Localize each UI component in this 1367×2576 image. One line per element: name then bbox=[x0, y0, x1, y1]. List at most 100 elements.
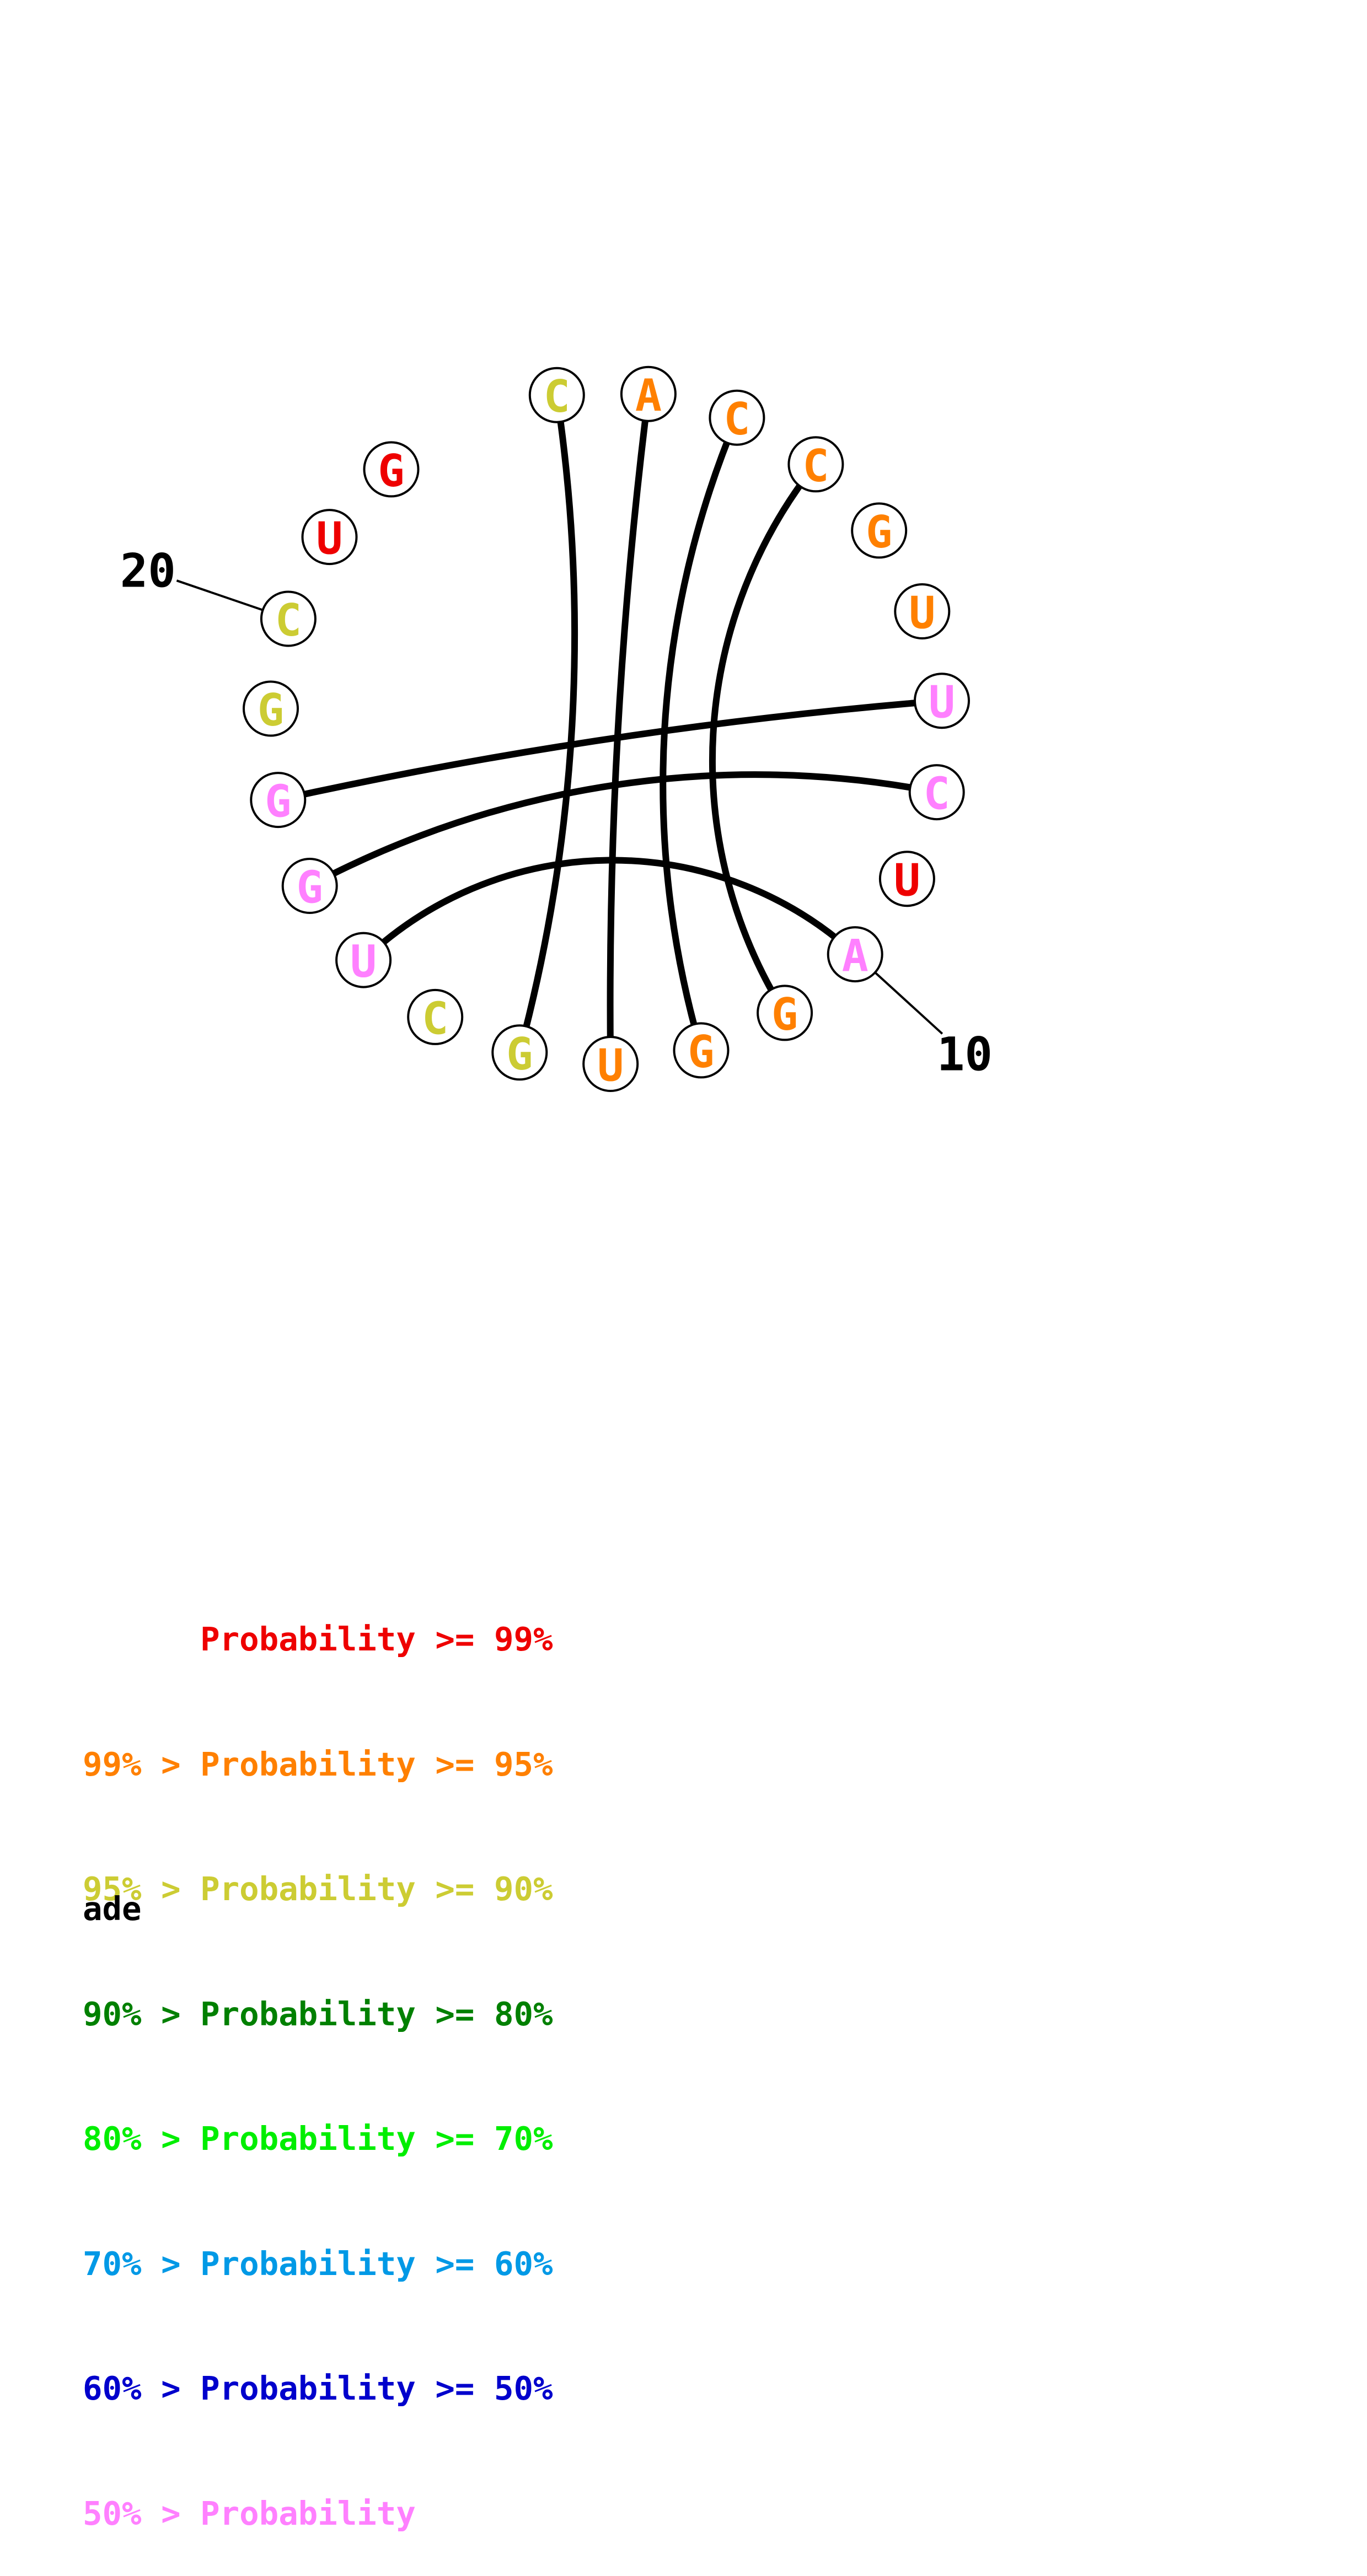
nucleotide: C bbox=[709, 389, 765, 446]
base-pair-arc bbox=[607, 393, 652, 1064]
nucleotide-circle bbox=[908, 764, 965, 821]
legend-prefix: 90% > bbox=[83, 1994, 201, 2033]
position-leader-line bbox=[874, 971, 944, 1035]
base-pair-arc bbox=[709, 462, 819, 1015]
nucleotide-base: G bbox=[265, 776, 291, 827]
nucleotide: U bbox=[301, 509, 358, 566]
nucleotide-circle bbox=[250, 772, 307, 829]
sequence-name: ade bbox=[83, 1890, 142, 1928]
nucleotide: A bbox=[620, 365, 677, 422]
position-leader-line bbox=[176, 579, 264, 611]
nucleotide-circle bbox=[827, 926, 883, 983]
base-pair-arc bbox=[660, 416, 740, 1052]
legend-row: 80% > Probability >= 70% bbox=[83, 2118, 553, 2160]
nucleotide-base: G bbox=[378, 445, 404, 497]
nucleotide: C bbox=[260, 590, 317, 647]
nucleotide-circle bbox=[363, 441, 420, 498]
nucleotide: C bbox=[407, 988, 464, 1045]
legend-label: Probability bbox=[200, 1745, 416, 1783]
nucleotide-base: G bbox=[506, 1029, 533, 1080]
probability-legend: Probability >= 99% 99% > Probability >= … bbox=[83, 1535, 553, 2576]
legend-label: Probability bbox=[200, 2120, 416, 2158]
nucleotide-circle bbox=[673, 1022, 730, 1079]
nucleotide: U bbox=[914, 673, 970, 729]
nucleotide-base: C bbox=[422, 993, 448, 1044]
nucleotide: G bbox=[757, 985, 813, 1041]
legend-suffix: >= 90% bbox=[415, 1870, 553, 1908]
nucleotide-circle bbox=[335, 932, 392, 988]
nucleotide-base: U bbox=[350, 936, 377, 987]
legend-suffix: >= 99% bbox=[415, 1620, 553, 1658]
nucleotide-base: C bbox=[802, 440, 829, 492]
legend-prefix bbox=[83, 1620, 200, 1658]
legend-prefix: 80% > bbox=[83, 2120, 201, 2158]
nucleotide-circle bbox=[260, 590, 317, 647]
legend-suffix: >= 80% bbox=[415, 1994, 553, 2033]
nucleotide: G bbox=[243, 680, 299, 737]
legend-prefix: 70% > bbox=[83, 2244, 201, 2283]
nucleotide-circle bbox=[709, 389, 765, 446]
nucleotide-base: U bbox=[894, 855, 920, 906]
legend-prefix: 95% > bbox=[83, 1870, 201, 1908]
nucleotide-circle bbox=[491, 1024, 548, 1081]
nucleotide-base: C bbox=[924, 768, 950, 820]
nucleotide: U bbox=[878, 851, 935, 907]
legend-row: Probability >= 99% bbox=[83, 1618, 553, 1660]
legend-row: 60% > Probability >= 50% bbox=[83, 2368, 553, 2410]
nucleotide: A bbox=[827, 926, 883, 983]
nucleotide-circle bbox=[281, 858, 338, 914]
legend-row: 99% > Probability >= 95% bbox=[83, 1744, 553, 1786]
nucleotide: G bbox=[491, 1024, 548, 1081]
position-label: 10 bbox=[937, 1027, 993, 1081]
nucleotide: G bbox=[673, 1022, 730, 1079]
nucleotide-circle bbox=[407, 988, 464, 1045]
base-pair-arcs bbox=[277, 393, 942, 1064]
nucleotide: C bbox=[787, 436, 844, 493]
legend-suffix: >= 60% bbox=[415, 2244, 553, 2283]
nucleotide-base: G bbox=[771, 989, 798, 1040]
nucleotide: U bbox=[582, 1036, 639, 1092]
nucleotide-base: C bbox=[723, 394, 750, 445]
nucleotide: G bbox=[281, 858, 338, 914]
nucleotide-circle bbox=[301, 509, 358, 566]
legend-label: Probability bbox=[200, 2494, 416, 2532]
nucleotide-base: A bbox=[635, 370, 662, 421]
nucleotide-base: U bbox=[316, 513, 342, 564]
legend-prefix: 60% > bbox=[83, 2369, 201, 2407]
nucleotide-base: U bbox=[909, 588, 935, 639]
legend-label: Probability bbox=[200, 1994, 416, 2033]
nucleotide: G bbox=[851, 502, 908, 559]
legend-suffix: >= 70% bbox=[415, 2120, 553, 2158]
legend-suffix: >= 95% bbox=[415, 1745, 553, 1783]
base-pair-arc bbox=[361, 857, 857, 962]
base-pair-arc bbox=[277, 697, 942, 803]
nucleotide-base: G bbox=[297, 862, 323, 913]
nucleotide-circle bbox=[243, 680, 299, 737]
legend-label: Probability bbox=[200, 1870, 416, 1908]
nucleotide-circle bbox=[620, 365, 677, 422]
nucleotide: U bbox=[335, 932, 392, 988]
nucleotide-base: G bbox=[258, 685, 284, 736]
nucleotide-base: U bbox=[929, 677, 955, 728]
legend-label: Probability bbox=[200, 2369, 416, 2407]
legend-row: 50% > Probability bbox=[83, 2493, 553, 2535]
legend-suffix: >= 50% bbox=[415, 2369, 553, 2407]
base-pair-arc bbox=[516, 394, 578, 1053]
position-label: 20 bbox=[120, 544, 176, 598]
nucleotide: U bbox=[894, 583, 951, 639]
legend-row: 90% > Probability >= 80% bbox=[83, 1993, 553, 2035]
nucleotide: C bbox=[908, 764, 965, 821]
base-pair-arc bbox=[308, 771, 937, 889]
nucleotide-circle bbox=[757, 985, 813, 1041]
nucleotide: G bbox=[363, 441, 420, 498]
nucleotide-base: C bbox=[275, 595, 302, 646]
nucleotide: G bbox=[250, 772, 307, 829]
nucleotide-base: A bbox=[842, 931, 869, 982]
nucleotide-base: U bbox=[597, 1040, 624, 1091]
nucleotide-base: G bbox=[866, 507, 892, 558]
nucleotide-circle bbox=[914, 673, 970, 729]
nucleotide-base: G bbox=[688, 1026, 714, 1078]
